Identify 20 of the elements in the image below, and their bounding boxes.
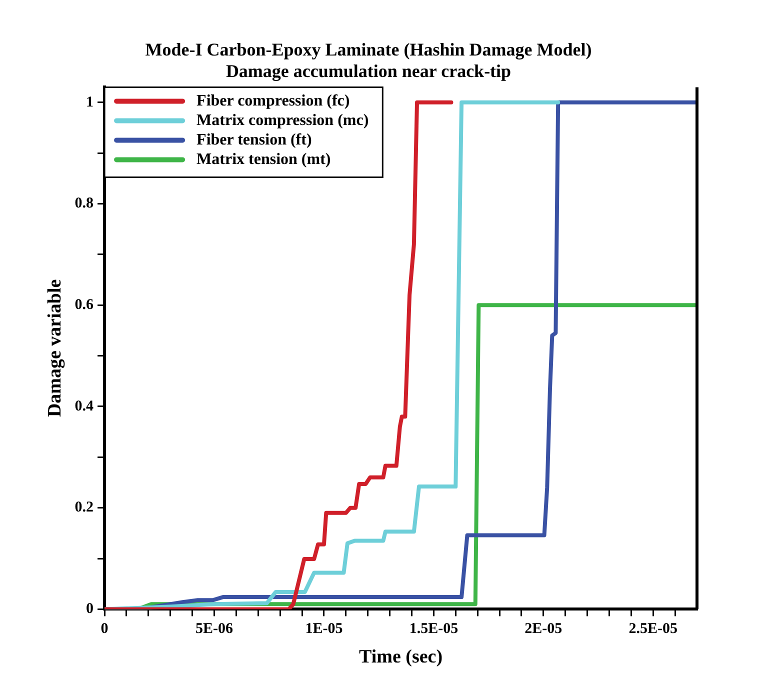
x-tick-label: 2.5E-05	[628, 621, 678, 638]
chart-title: Mode-I Carbon-Epoxy Laminate (Hashin Damage Model)	[145, 39, 592, 60]
x-tick-label: 1.5E-05	[409, 621, 458, 638]
y-tick-label: 0	[86, 601, 94, 618]
x-tick-label: 1E-05	[305, 621, 343, 638]
x-tick-label: 5E-06	[196, 621, 234, 638]
y-tick-label: 0.6	[74, 296, 94, 313]
y-axis-title: Damage variable	[44, 279, 66, 418]
x-tick-label: 2E-05	[524, 621, 562, 638]
y-tick-label: 0.2	[74, 500, 94, 516]
legend-label: Matrix tension (mt)	[196, 150, 331, 168]
legend-label: Fiber compression (fc)	[196, 92, 350, 110]
chart-subtitle: Damage accumulation near crack-tip	[226, 61, 512, 82]
legend-label: Matrix compression (mc)	[196, 112, 369, 129]
y-tick-label: 0.8	[74, 196, 94, 212]
x-axis-title: Time (sec)	[359, 646, 443, 668]
x-tick-label: 0	[100, 621, 108, 638]
legend-label: Fiber tension (ft)	[196, 131, 312, 148]
y-tick-label: 1	[86, 94, 94, 110]
y-tick-label: 0.4	[74, 398, 94, 414]
